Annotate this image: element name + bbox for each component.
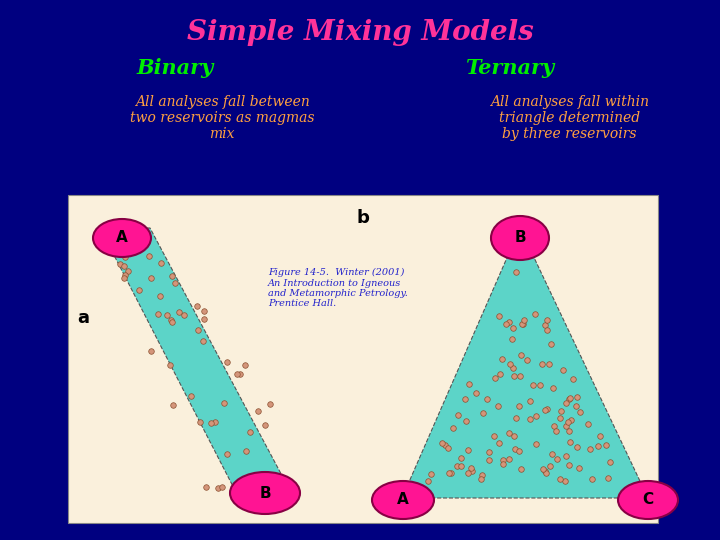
Polygon shape: [100, 228, 295, 500]
Text: B: B: [514, 231, 526, 246]
Text: A: A: [397, 492, 409, 508]
Text: All analyses fall between
two reservoirs as magmas
mix: All analyses fall between two reservoirs…: [130, 95, 315, 141]
Text: b: b: [356, 209, 369, 227]
Ellipse shape: [372, 481, 434, 519]
Text: C: C: [642, 492, 654, 508]
Text: Ternary: Ternary: [465, 58, 554, 78]
Ellipse shape: [491, 216, 549, 260]
Polygon shape: [402, 228, 648, 498]
Text: Figure 14-5.  Winter (2001)
An Introduction to Igneous
and Metamorphic Petrology: Figure 14-5. Winter (2001) An Introducti…: [268, 268, 408, 308]
Text: All analyses fall within
triangle determined
by three reservoirs: All analyses fall within triangle determ…: [490, 95, 649, 141]
Ellipse shape: [618, 481, 678, 519]
Text: Simple Mixing Models: Simple Mixing Models: [186, 18, 534, 45]
Text: Binary: Binary: [136, 58, 214, 78]
Text: a: a: [77, 309, 89, 327]
Text: B: B: [259, 485, 271, 501]
Ellipse shape: [230, 472, 300, 514]
Ellipse shape: [93, 219, 151, 257]
Bar: [68, 195, 658, 523]
Text: A: A: [116, 231, 128, 246]
